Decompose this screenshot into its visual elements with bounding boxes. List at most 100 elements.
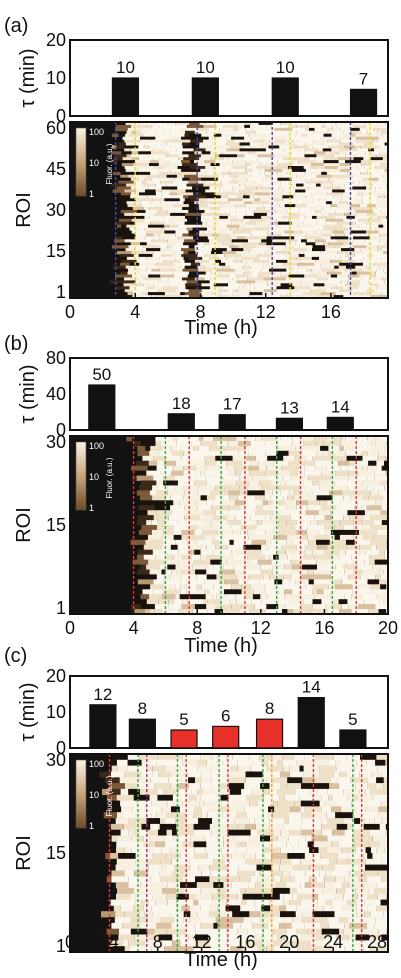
heatmap-cell: [321, 823, 337, 831]
heatmap-cell: [191, 554, 201, 560]
heatmap-cell: [340, 289, 352, 293]
heatmap-cell: [283, 248, 293, 252]
heatmap-cell: [180, 579, 189, 585]
heatmap-ytick-label: 30: [46, 432, 66, 452]
heatmap-cell: [352, 186, 367, 190]
heatmap-cell: [146, 248, 161, 252]
heatmap-cell: [360, 574, 367, 580]
heatmap-cell: [191, 788, 198, 796]
heatmap-cell: [186, 183, 204, 187]
heatmap-cell: [270, 539, 287, 546]
heatmap-cell: [228, 794, 246, 801]
heatmap-cell: [233, 289, 238, 293]
heatmap-cell: [206, 841, 224, 848]
heatmap-cell: [378, 224, 384, 228]
heatmap-cell: [309, 864, 323, 871]
heatmap-cell: [182, 177, 190, 181]
heatmap-cell: [305, 455, 313, 462]
heatmap-cell: [217, 835, 224, 842]
heatmap-cell: [313, 579, 332, 585]
heatmap-cell: [230, 445, 246, 452]
heatmap-cell: [119, 271, 128, 275]
heatmap-cell: [238, 233, 252, 237]
heatmap-cell: [293, 245, 300, 249]
heatmap-cell: [242, 893, 250, 900]
heatmap-cell: [118, 218, 132, 223]
heatmap-cell: [203, 510, 216, 516]
heatmap-cell: [227, 594, 236, 600]
heatmap-cell: [242, 151, 249, 155]
heatmap-cell: [274, 139, 285, 143]
heatmap-cell: [255, 221, 270, 225]
heatmap-cell: [301, 829, 313, 836]
heatmap-cell: [192, 227, 207, 231]
heatmap-cell: [303, 765, 320, 772]
heatmap-cell: [376, 130, 383, 135]
heatmap-cell: [283, 215, 300, 220]
heatmap-cell: [188, 195, 207, 199]
heatmap-cell: [157, 460, 165, 466]
heatmap-cell: [268, 189, 284, 193]
heatmap-cell: [278, 163, 293, 167]
heatmap-cell: [373, 127, 379, 132]
heatmap-cell: [324, 882, 334, 889]
heatmap-cell: [356, 946, 364, 953]
heatmap-cell: [180, 265, 185, 269]
heatmap-cell: [284, 934, 302, 941]
heatmap-cell: [371, 440, 376, 447]
heatmap-cell: [163, 286, 178, 290]
heatmap-cell: [181, 160, 190, 164]
heatmap-cell: [219, 579, 225, 585]
heatmap-cell: [158, 233, 176, 237]
heatmap-cell: [158, 289, 176, 293]
heatmap-cell: [320, 251, 338, 255]
heatmap-cell: [376, 465, 382, 471]
heatmap-cell: [159, 236, 170, 240]
heatmap-cell: [161, 554, 167, 560]
heatmap-cell: [166, 163, 183, 167]
heatmap-cell: [364, 870, 378, 877]
heatmap-cell: [166, 142, 183, 146]
heatmap-cell: [369, 829, 386, 836]
heatmap-cell: [136, 835, 144, 842]
heatmap-cell: [373, 589, 388, 595]
heatmap-cell: [213, 166, 232, 170]
heatmap-cell: [213, 564, 224, 570]
heatmap-cell: [118, 133, 126, 137]
heatmap-cell: [313, 759, 329, 766]
heatmap-cell: [358, 604, 376, 610]
heatmap-cell: [345, 254, 355, 258]
heatmap-cell: [250, 122, 259, 126]
heatmap-cell: [219, 233, 229, 237]
heatmap-cell: [212, 893, 223, 900]
heatmap-cell: [353, 823, 364, 831]
heatmap-cell: [364, 183, 372, 187]
heatmap-cell: [314, 127, 327, 132]
heatmap-cell: [327, 130, 344, 135]
heatmap-cell: [213, 549, 232, 555]
heatmap-cell: [317, 564, 326, 570]
heatmap-cell: [186, 847, 195, 854]
heatmap-cell: [163, 127, 170, 132]
heatmap-cell: [146, 230, 165, 234]
heatmap-cell: [103, 829, 121, 836]
heatmap-cell: [282, 609, 288, 615]
heatmap-cell: [215, 186, 221, 190]
heatmap-cell: [194, 201, 202, 205]
heatmap-cell: [380, 584, 387, 590]
heatmap-cell: [366, 245, 378, 249]
heatmap-cell: [343, 788, 360, 796]
heatmap-cell: [269, 139, 275, 143]
heatmap-cell: [250, 876, 258, 883]
heatmap-cell: [228, 151, 243, 155]
colorbar-label: Fluor. (a.u.): [105, 457, 114, 498]
heatmap-cell: [317, 148, 323, 152]
heatmap-cell: [314, 262, 321, 267]
heatmap-cell: [170, 445, 177, 452]
heatmap-cell: [222, 221, 232, 225]
heatmap-cell: [146, 286, 155, 290]
heatmap-cell: [216, 192, 233, 196]
heatmap-cell: [226, 928, 232, 935]
heatmap-cell: [296, 130, 314, 135]
heatmap-cell: [348, 256, 364, 261]
